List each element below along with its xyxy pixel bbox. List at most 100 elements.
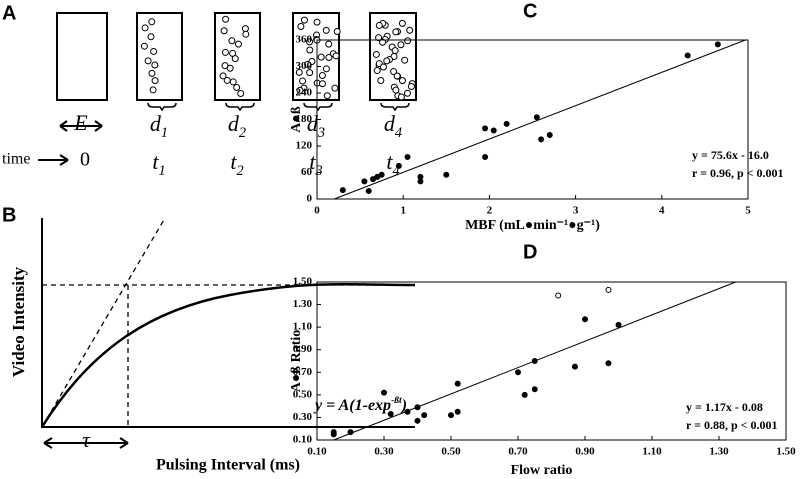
point: [684, 52, 691, 59]
brace: [147, 102, 410, 112]
time-point-part: t: [230, 149, 237, 174]
bubble: [304, 60, 312, 68]
bubble: [296, 86, 304, 94]
y-tick-label: 360: [296, 34, 313, 46]
point: [571, 363, 578, 370]
bubble: [148, 69, 156, 77]
bubble: [223, 76, 231, 84]
bubble: [231, 55, 239, 63]
frame-label: d4: [384, 111, 402, 141]
point: [448, 412, 454, 419]
interval-arrow: [59, 120, 103, 132]
bubble: [144, 57, 152, 65]
interval-label: τ: [82, 427, 91, 452]
panel-b-plot: [40, 217, 416, 449]
time-point-part: 4: [392, 163, 399, 179]
frame-label-part: d: [384, 111, 396, 136]
x-tick-label: 5: [745, 205, 751, 217]
annotation: y = 75.6x - 16.0: [692, 148, 769, 162]
y-axis-label: A●ß: [289, 106, 304, 133]
point: [454, 380, 461, 387]
bubble: [318, 71, 326, 79]
y-tick-label: 1.50: [293, 276, 313, 288]
bubble: [226, 64, 234, 72]
y-tick-label: 0.10: [293, 434, 313, 446]
frame-box: [214, 12, 261, 101]
y-tick-label: 60: [301, 166, 313, 178]
fit-line: [334, 39, 746, 200]
interval-label: E: [73, 110, 88, 135]
point: [387, 411, 394, 418]
frame-label: d3: [307, 111, 325, 141]
bubble: [377, 76, 385, 84]
x-tick-label: 1.50: [776, 446, 796, 458]
bubble: [306, 38, 314, 46]
point: [490, 127, 497, 134]
x-tick-label: 0.50: [441, 446, 461, 458]
bubble: [404, 37, 412, 45]
bubble: [398, 19, 406, 27]
bubble: [379, 63, 387, 71]
time-point-part: t: [309, 149, 316, 174]
bubble: [141, 24, 149, 32]
bubble: [393, 72, 401, 80]
point: [330, 429, 337, 436]
bubble: [241, 25, 249, 33]
bubble: [237, 90, 245, 98]
axes: [41, 218, 415, 428]
point: [503, 120, 510, 127]
equation-part: ): [400, 397, 407, 414]
panel-label: A: [2, 2, 16, 24]
bubble: [148, 18, 156, 26]
frame-box: [369, 12, 417, 101]
curve: [40, 282, 416, 428]
frame-box: [56, 12, 108, 101]
bubble: [221, 48, 229, 56]
point: [365, 188, 372, 195]
point: [378, 171, 385, 178]
time-point-part: t: [152, 149, 159, 174]
point: [404, 154, 411, 161]
bubble: [233, 84, 241, 92]
point: [515, 369, 521, 376]
panel-a-frames: [38, 12, 417, 166]
equation-part: -ßt: [391, 395, 402, 406]
frame-label: d1: [150, 111, 168, 141]
bubble: [151, 77, 159, 85]
point: [395, 162, 402, 169]
point: [605, 360, 612, 367]
panel-label: D: [523, 241, 537, 263]
time-point-part: 1: [158, 163, 165, 179]
bubble: [375, 34, 383, 42]
y-axis-label: A●ß Ratio: [289, 330, 304, 393]
y-tick-label: 0.70: [293, 366, 313, 378]
frame-label-part: 2: [239, 125, 246, 141]
bubble: [222, 15, 230, 23]
bubble: [242, 30, 250, 38]
frame-label-part: 4: [395, 125, 402, 141]
bubble: [229, 78, 237, 86]
bubble: [149, 86, 157, 94]
equation: y = A(1-exp-ßt): [313, 395, 407, 414]
equation-part: y = A(1-exp: [313, 397, 391, 414]
x-tick-label: 1.30: [709, 446, 729, 458]
bubble: [397, 41, 405, 49]
time-arrow: [38, 154, 69, 166]
bubble: [317, 53, 325, 61]
point: [521, 391, 528, 398]
x-tick-label: 0.90: [575, 446, 595, 458]
x-tick-label: 4: [659, 205, 665, 217]
bubble: [397, 93, 405, 101]
point: [555, 292, 562, 299]
bubble: [313, 18, 321, 26]
annotation: r = 0.88, p < 0.001: [686, 418, 777, 432]
bubble: [147, 33, 155, 41]
tangent-line: [41, 217, 166, 428]
bubble: [234, 40, 242, 48]
time-point-part: t: [386, 149, 393, 174]
point: [531, 386, 538, 393]
time-point: t1: [152, 149, 165, 179]
point: [361, 178, 368, 185]
bubble: [306, 46, 314, 54]
